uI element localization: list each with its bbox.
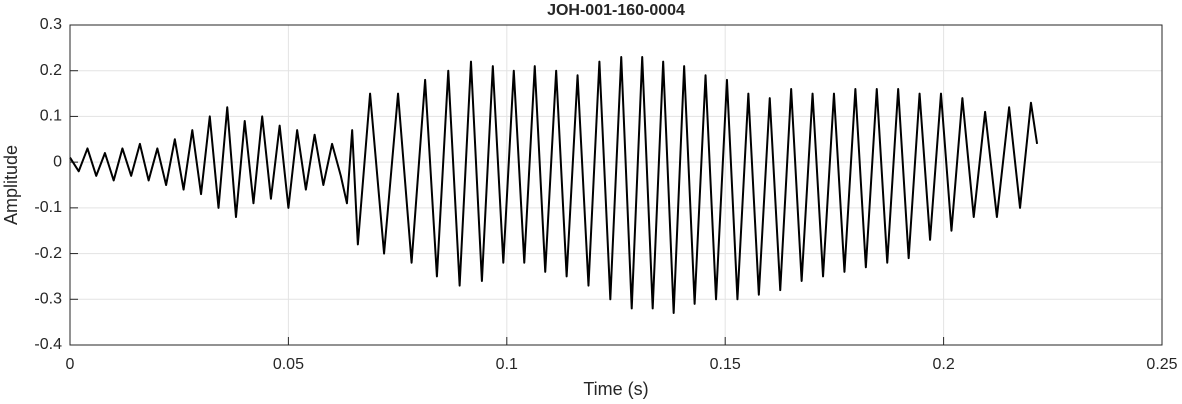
waveform-line bbox=[69, 56, 1039, 314]
y-tick-label: -0.1 bbox=[34, 199, 62, 216]
y-tick-label: -0.3 bbox=[34, 291, 62, 308]
y-tick-label: 0.3 bbox=[40, 16, 62, 33]
chart-title: JOH-001-160-0004 bbox=[547, 2, 685, 19]
y-axis-label: Amplitude bbox=[1, 145, 21, 225]
y-tick-label: 0 bbox=[53, 153, 62, 170]
y-tick-label: 0.1 bbox=[40, 108, 62, 125]
x-tick-label: 0.1 bbox=[496, 356, 518, 373]
y-tick-label: 0.2 bbox=[40, 62, 62, 79]
x-tick-label: 0.15 bbox=[710, 356, 741, 373]
x-tick-label: 0.25 bbox=[1146, 356, 1177, 373]
x-axis-label: Time (s) bbox=[583, 379, 648, 399]
y-tick-label: -0.4 bbox=[34, 336, 62, 353]
y-tick-label: -0.2 bbox=[34, 245, 62, 262]
plot-frame bbox=[69, 24, 1163, 346]
x-tick-label: 0.05 bbox=[273, 356, 304, 373]
x-tick-label: 0 bbox=[66, 356, 75, 373]
x-tick-label: 0.2 bbox=[932, 356, 954, 373]
